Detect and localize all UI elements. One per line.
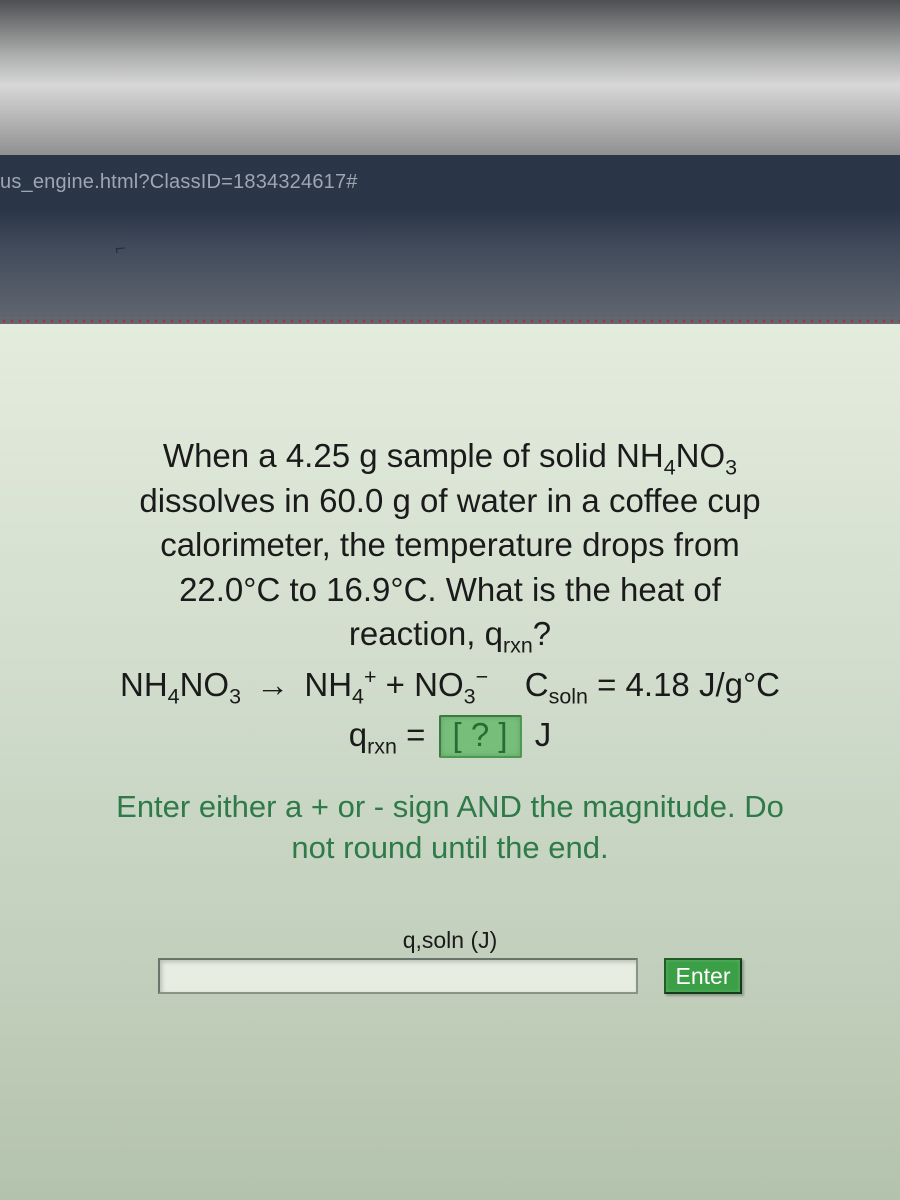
eq-r1-sub: 4 — [352, 684, 364, 708]
t-l5a: reaction, q — [349, 615, 503, 652]
eq-r1: NH — [304, 666, 352, 703]
csoln-sub: soln — [549, 684, 588, 708]
csoln-c: C — [525, 666, 549, 703]
t-l1s2: 3 — [725, 456, 737, 480]
t-l1a: When a 4.25 g sample of solid NH — [163, 437, 664, 474]
answer-field-label: q,soln (J) — [210, 927, 690, 954]
eq-r1-sup: + — [364, 665, 377, 689]
csoln-val: = 4.18 J/g°C — [588, 666, 780, 703]
reaction-arrow-icon: → — [250, 663, 295, 708]
eq-lhs-c1: NO — [180, 666, 230, 703]
enter-button[interactable]: Enter — [664, 958, 743, 994]
qrxn-eq: = — [397, 716, 435, 753]
screen-root: us_engine.html?ClassID=1834324617# ⌐ Whe… — [0, 0, 900, 1200]
t-l5b: ? — [533, 615, 551, 652]
eq-lhs-s2: 3 — [229, 684, 241, 708]
browser-url-bar[interactable]: us_engine.html?ClassID=1834324617# — [0, 155, 900, 210]
eq-r2-sub: 3 — [464, 684, 476, 708]
eq-r2: NO — [414, 666, 464, 703]
qrxn-expression: qrxn = [ ? ] J — [28, 715, 872, 757]
eq-plus: + — [377, 666, 415, 703]
qrxn-q: q — [349, 716, 367, 753]
answer-placeholder-box: [ ? ] — [439, 715, 522, 757]
browser-chrome-shadow — [0, 210, 900, 330]
t-l4: 22.0°C to 16.9°C. What is the heat of — [28, 568, 872, 613]
t-l3: calorimeter, the temperature drops from — [28, 523, 872, 568]
qrxn-sub: rxn — [367, 735, 397, 759]
instr-l2: not round until the end. — [291, 830, 608, 865]
problem-statement: When a 4.25 g sample of solid NH4NO3 dis… — [28, 434, 872, 657]
t-l5s: rxn — [503, 634, 533, 658]
eq-r2-sup: − — [476, 665, 489, 689]
qrxn-unit: J — [526, 716, 552, 753]
instr-l1: Enter either a + or - sign AND the magni… — [116, 789, 784, 824]
eq-lhs: NH — [120, 666, 168, 703]
t-l1s1: 4 — [664, 456, 676, 480]
t-l2: dissolves in 60.0 g of water in a coffee… — [28, 479, 872, 524]
cursor-icon: ⌐ — [114, 237, 134, 260]
url-text: us_engine.html?ClassID=1834324617# — [0, 171, 358, 193]
problem-panel: When a 4.25 g sample of solid NH4NO3 dis… — [0, 324, 900, 1200]
answer-input[interactable] — [158, 958, 638, 994]
monitor-glare — [0, 0, 900, 155]
answer-row: Enter — [158, 958, 743, 994]
answer-area: q,soln (J) Enter — [28, 927, 872, 994]
instruction-text: Enter either a + or - sign AND the magni… — [28, 786, 872, 870]
t-l1b: NO — [676, 437, 726, 474]
chemical-equation: NH4NO3 → NH4+ + NO3− Csoln = 4.18 J/g°C — [28, 663, 872, 708]
eq-lhs-s1: 4 — [168, 684, 180, 708]
